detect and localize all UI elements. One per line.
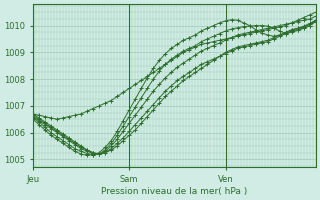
X-axis label: Pression niveau de la mer( hPa ): Pression niveau de la mer( hPa ) [101,187,247,196]
